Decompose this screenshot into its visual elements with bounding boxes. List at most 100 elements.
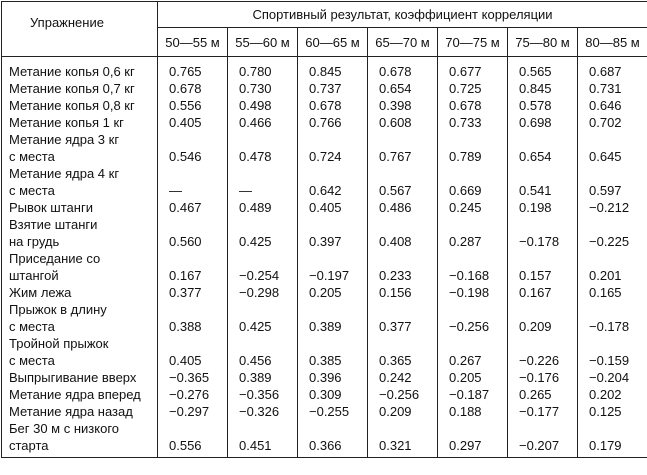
correlation-value: 0.398	[367, 97, 438, 114]
correlation-value: 0.456	[227, 352, 298, 369]
range-header-4: 65—70 м	[367, 27, 438, 57]
correlation-value: 0.724	[297, 148, 368, 165]
correlation-value	[297, 335, 368, 352]
correlation-value: 0.767	[367, 148, 438, 165]
correlation-value	[297, 131, 368, 148]
correlation-value	[367, 250, 438, 267]
range-header-5: 70—75 м	[437, 27, 508, 57]
correlation-value: 0.165	[577, 284, 647, 301]
correlation-value: 0.731	[577, 80, 647, 97]
correlation-value: 0.678	[157, 80, 228, 97]
correlation-value	[507, 165, 578, 182]
correlation-value	[437, 420, 508, 437]
correlation-value: 0.365	[367, 352, 438, 369]
correlation-value: −0.197	[297, 267, 368, 284]
exercise-column-header: Упражнение	[1, 1, 158, 57]
correlation-value: −0.256	[367, 386, 438, 403]
exercise-name: старта	[1, 437, 158, 458]
correlation-value: 0.167	[507, 284, 578, 301]
correlation-value: −0.365	[157, 369, 228, 386]
correlation-value	[437, 335, 508, 352]
correlation-value	[437, 301, 508, 318]
exercise-name: с места	[1, 182, 158, 199]
correlation-value: 0.702	[577, 114, 647, 131]
exercise-name: Прыжок в длину	[1, 301, 158, 318]
correlation-value	[577, 335, 647, 352]
correlation-value	[227, 216, 298, 233]
table-row: с места 0.405 0.456 0.385 0.365 0.267 −0.226 −0…	[1, 352, 647, 369]
correlation-value: 0.687	[577, 56, 647, 80]
exercise-name: Рывок штанги	[1, 199, 158, 216]
correlation-value: −0.226	[507, 352, 578, 369]
correlation-value: 0.765	[157, 56, 228, 80]
table-body: Метание копья 0,6 кг 0.765 0.780 0.845 0.678…	[1, 56, 647, 458]
correlation-value	[227, 335, 298, 352]
table-row: Метание копья 0,6 кг 0.765 0.780 0.845 0.678…	[1, 56, 647, 80]
correlation-value: 0.678	[437, 97, 508, 114]
correlation-value: 0.309	[297, 386, 368, 403]
correlation-value: 0.389	[297, 318, 368, 335]
correlation-value: −0.326	[227, 403, 298, 420]
correlation-value	[227, 165, 298, 182]
table-row: Бег 30 м с низкого	[1, 420, 647, 437]
exercise-name: Тройной прыжок	[1, 335, 158, 352]
correlation-value: 0.677	[437, 56, 508, 80]
correlation-value: 0.408	[367, 233, 438, 250]
table-row: Метание копья 1 кг 0.405 0.466 0.766 0.608 0.…	[1, 114, 647, 131]
correlation-value: 0.425	[227, 233, 298, 250]
correlation-value: 0.654	[367, 80, 438, 97]
table-row: штангой 0.167 −0.254 −0.197 0.233 −0.168 0.157…	[1, 267, 647, 284]
correlation-value: 0.466	[227, 114, 298, 131]
correlation-value: −0.177	[507, 403, 578, 420]
correlation-value: 0.396	[297, 369, 368, 386]
correlation-value: 0.646	[577, 97, 647, 114]
correlation-value: 0.556	[157, 437, 228, 458]
exercise-name: штангой	[1, 267, 158, 284]
correlation-value	[507, 301, 578, 318]
correlation-value: 0.209	[367, 403, 438, 420]
correlation-table: Упражнение Спортивный результат, коэффиц…	[1, 1, 647, 458]
correlation-value	[577, 165, 647, 182]
table-row: Рывок штанги 0.467 0.489 0.405 0.486 0.245 0.1…	[1, 199, 647, 216]
correlation-value	[577, 216, 647, 233]
correlation-value: 0.467	[157, 199, 228, 216]
exercise-name: Выпрыгивание вверх	[1, 369, 158, 386]
correlation-value: 0.242	[367, 369, 438, 386]
correlation-value	[297, 420, 368, 437]
exercise-name: Метание ядра назад	[1, 403, 158, 420]
correlation-value	[367, 165, 438, 182]
table-row: с места — —0.642 0.567 0.669 0.541 0.597	[1, 182, 647, 199]
correlation-value: −0.207	[507, 437, 578, 458]
correlation-value	[437, 165, 508, 182]
correlation-value	[157, 216, 228, 233]
correlation-value: 0.478	[227, 148, 298, 165]
correlation-value	[157, 301, 228, 318]
table-row: Выпрыгивание вверх −0.365 0.389 0.396 0.242 0…	[1, 369, 647, 386]
correlation-value: −0.176	[507, 369, 578, 386]
correlation-value: 0.201	[577, 267, 647, 284]
correlation-value	[577, 301, 647, 318]
correlation-value: 0.167	[157, 267, 228, 284]
correlation-value	[297, 165, 368, 182]
correlation-value	[437, 216, 508, 233]
correlation-value: 0.157	[507, 267, 578, 284]
exercise-name: Метание ядра 4 кг	[1, 165, 158, 182]
correlation-value	[227, 420, 298, 437]
correlation-value: 0.608	[367, 114, 438, 131]
correlation-value: 0.560	[157, 233, 228, 250]
correlation-value: 0.780	[227, 56, 298, 80]
correlation-value: 0.789	[437, 148, 508, 165]
correlation-value: 0.209	[507, 318, 578, 335]
correlation-value: 0.405	[157, 352, 228, 369]
correlation-value: −0.204	[577, 369, 647, 386]
correlation-value: 0.698	[507, 114, 578, 131]
correlation-value: 0.385	[297, 352, 368, 369]
correlation-value: 0.730	[227, 80, 298, 97]
correlation-value	[507, 131, 578, 148]
correlation-value: 0.678	[297, 97, 368, 114]
correlation-value: 0.377	[157, 284, 228, 301]
correlation-value: −0.212	[577, 199, 647, 216]
exercise-name: Метание ядра 3 кг	[1, 131, 158, 148]
correlation-value	[577, 250, 647, 267]
range-header-7: 80—85 м	[577, 27, 647, 57]
